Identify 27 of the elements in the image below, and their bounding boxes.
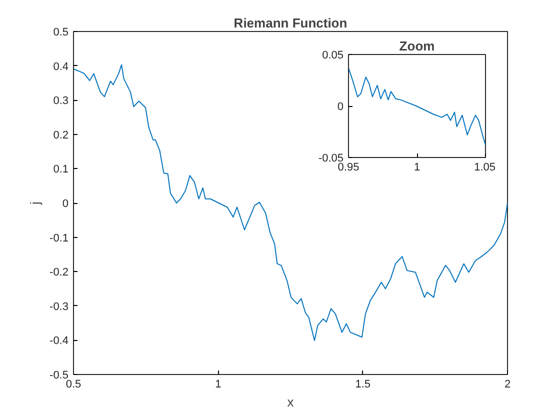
chart-title: Riemann Function — [234, 16, 348, 30]
x-tick-label: 0.5 — [66, 378, 82, 390]
y-axis-title: j — [28, 201, 43, 206]
chart-title: Zoom — [399, 38, 435, 54]
y-tick-label: 0 — [337, 101, 344, 113]
line-series — [348, 67, 486, 146]
x-tick-label: 1 — [414, 162, 420, 174]
y-tick-label: 0.05 — [322, 50, 344, 62]
y-tick-label: 0.5 — [53, 26, 69, 38]
x-tick-label: 1.05 — [474, 162, 496, 174]
line-series — [74, 64, 508, 342]
y-tick-label: 0 — [62, 198, 69, 210]
y-tick-label: -0.3 — [50, 300, 69, 313]
x-tick-label: 1.5 — [355, 378, 370, 390]
y-tick-label: 0.1 — [53, 164, 69, 176]
x-axis-title: x — [287, 394, 294, 410]
y-tick-label: -0.5 — [50, 370, 69, 382]
x-tick-label: 2 — [504, 378, 511, 390]
y-tick-label: 0.3 — [53, 95, 69, 108]
x-tick-label: 1 — [215, 378, 222, 390]
y-tick-label: 0.2 — [53, 129, 69, 142]
y-tick-label: -0.4 — [50, 335, 69, 348]
y-tick-label: -0.05 — [318, 152, 344, 164]
y-tick-label: -0.2 — [50, 266, 69, 279]
x-tick-label: 0.95 — [338, 162, 360, 174]
y-tick-label: 0.4 — [53, 60, 69, 73]
y-tick-label: -0.1 — [50, 232, 69, 244]
